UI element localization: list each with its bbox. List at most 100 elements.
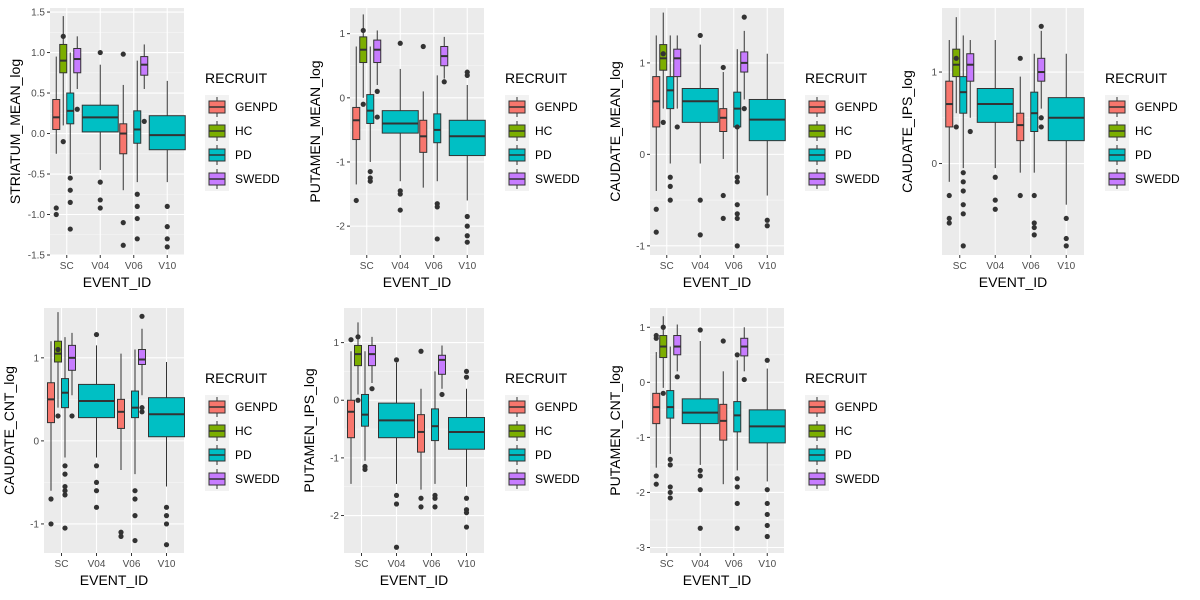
outlier-point [698, 232, 703, 237]
outlier-point [418, 496, 423, 501]
y-tick-label: 0 [333, 396, 339, 407]
outlier-point [1018, 56, 1023, 61]
x-tick-label: V04 [388, 559, 406, 570]
legend-item-pd: PD [805, 443, 852, 467]
outlier-point [421, 44, 426, 49]
legend-label: PD [1135, 148, 1152, 162]
outlier-point [121, 243, 126, 248]
legend-label: HC [835, 424, 853, 438]
legend-title: RECRUIT [505, 70, 568, 86]
x-tick-label: V10 [1057, 261, 1075, 272]
outlier-point [735, 352, 740, 357]
panel-2: -2-101SC V04 V06 V10EVENT_IDPUTAMEN_MEAN_lo… [307, 8, 580, 290]
box-body [1038, 58, 1045, 81]
box-body [382, 111, 418, 133]
x-tick-label: SC [355, 559, 369, 570]
outlier-point [765, 512, 770, 517]
outlier-point [668, 490, 673, 495]
legend-label: HC [535, 424, 553, 438]
outlier-point [1064, 216, 1069, 221]
legend-item-swedd: SWEDD [1105, 167, 1180, 191]
legend-label: GENPD [235, 100, 278, 114]
box-body [418, 415, 425, 452]
legend-title: RECRUIT [505, 370, 568, 386]
outlier-point [947, 216, 952, 221]
x-axis-title: EVENT_ID [383, 274, 451, 290]
x-tick-label: V06 [425, 261, 443, 272]
box-body [682, 399, 718, 424]
outlier-point [139, 314, 144, 319]
outlier-point [94, 463, 99, 468]
box-body [67, 93, 74, 124]
outlier-point [1032, 225, 1037, 230]
box-body [149, 398, 185, 437]
outlier-point [94, 505, 99, 510]
panel-5: -101SC V04 V06 V10EVENT_IDCAUDATE_CNT_log RE… [1, 308, 280, 588]
legend-label: SWEDD [835, 172, 880, 186]
outlier-point [742, 106, 747, 111]
outlier-point [735, 124, 740, 129]
box-body [120, 124, 127, 154]
legend-item-hc: HC [505, 119, 553, 143]
outlier-point [654, 473, 659, 478]
y-tick-label: -1.5 [28, 251, 46, 262]
outlier-point [961, 188, 966, 193]
panel-7: -3-2-101SC V04 V06 V10EVENT_IDPUTAMEN_CNT_l… [607, 308, 880, 588]
outlier-point [1032, 193, 1037, 198]
box-body [348, 400, 355, 437]
y-tick-label: -1 [30, 519, 39, 530]
y-tick-label: -1 [330, 453, 339, 464]
legend-item-pd: PD [505, 443, 552, 467]
legend-label: HC [835, 124, 853, 138]
outlier-point [765, 358, 770, 363]
outlier-point [698, 468, 703, 473]
legend-item-hc: HC [205, 419, 253, 443]
outlier-point [742, 377, 747, 382]
outlier-point [735, 175, 740, 180]
outlier-point [735, 216, 740, 221]
legend: RECRUIT GENPD HC PD SWEDD [1105, 70, 1180, 191]
legend-label: HC [1135, 124, 1153, 138]
outlier-point [961, 202, 966, 207]
outlier-point [62, 463, 67, 468]
outlier-point [993, 198, 998, 203]
panel-4: 01SC V04 V06 V10EVENT_IDCAUDATE_IPS_log RECR… [899, 8, 1180, 290]
box-body [674, 336, 681, 355]
x-tick-label: V04 [91, 261, 109, 272]
legend-item-genpd: GENPD [205, 95, 278, 119]
outlier-point [132, 496, 137, 501]
panel-3: -101SC V04 V06 V10EVENT_IDCAUDATE_MEAN_log R… [607, 8, 880, 290]
x-tick-label: SC [60, 261, 74, 272]
legend-item-genpd: GENPD [805, 395, 878, 419]
outlier-point [668, 198, 673, 203]
outlier-point [465, 240, 470, 245]
outlier-point [721, 338, 726, 343]
y-tick-label: 1 [931, 68, 937, 79]
legend-item-pd: PD [205, 143, 252, 167]
legend-label: PD [235, 448, 252, 462]
box-body [369, 345, 376, 365]
outlier-point [118, 534, 123, 539]
legend-item-hc: HC [1105, 119, 1153, 143]
box-body [53, 100, 60, 130]
legend-label: GENPD [535, 100, 578, 114]
outlier-point [394, 545, 399, 550]
outlier-point [654, 333, 659, 338]
box-body [720, 404, 727, 440]
y-tick-label: -1 [636, 433, 645, 444]
outlier-point [661, 391, 666, 396]
box-body [734, 402, 741, 432]
x-tick-label: V10 [158, 559, 176, 570]
outlier-point [464, 369, 469, 374]
x-axis-title: EVENT_ID [979, 274, 1047, 290]
legend-item-swedd: SWEDD [805, 167, 880, 191]
outlier-point [135, 216, 140, 221]
outlier-point [435, 204, 440, 209]
x-axis-title: EVENT_ID [380, 572, 448, 588]
legend: RECRUIT GENPD HC PD SWEDD [205, 70, 280, 191]
box-body [355, 345, 362, 365]
legend-item-hc: HC [505, 419, 553, 443]
box-body [134, 111, 141, 143]
box-body [449, 418, 485, 450]
outlier-point [418, 504, 423, 509]
